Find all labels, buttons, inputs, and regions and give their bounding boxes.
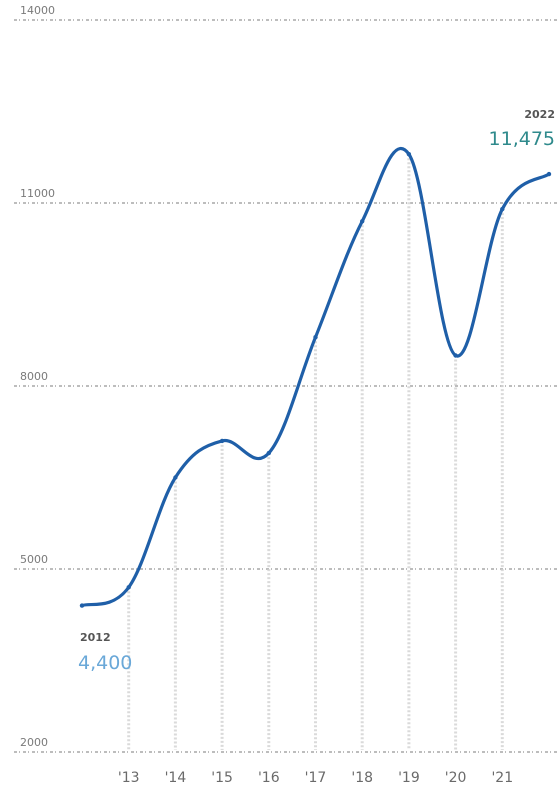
data-point-2015: [219, 438, 225, 444]
y-tick-label: 11000: [20, 187, 55, 200]
data-point-2020: [453, 353, 458, 358]
x-tick-label: '21: [491, 770, 513, 786]
x-tick-label: '14: [165, 770, 187, 786]
x-tick-label: '17: [305, 770, 327, 786]
x-tick-label: '16: [258, 770, 280, 786]
annotations: 2012 4,400 2022 11,475: [78, 108, 555, 674]
end-value-label: 11,475: [489, 128, 555, 150]
y-tick-label: 8000: [20, 370, 48, 383]
y-tick-label: 5000: [20, 553, 48, 566]
x-tick-label: '15: [211, 770, 233, 786]
data-point-2014: [173, 475, 178, 480]
y-tick-label: 14000: [20, 4, 55, 17]
x-tick-label: '20: [445, 770, 467, 786]
x-axis-labels: '13 '14 '15 '16 '17 '18 '19 '20 '21: [118, 770, 513, 786]
grid-layer: 2000 5000 8000 11000 14000: [14, 4, 557, 753]
drop-lines: [127, 158, 504, 750]
start-year-label: 2012: [80, 631, 111, 644]
series-layer: [79, 146, 552, 608]
data-point-2016: [266, 450, 271, 456]
data-point-2017: [313, 335, 318, 340]
data-point-2019: [406, 152, 412, 157]
data-point-2013: [126, 585, 131, 590]
data-point-2022: [546, 171, 552, 177]
series-line: [80, 146, 551, 608]
x-tick-label: '19: [398, 770, 420, 786]
y-tick-label: 2000: [20, 736, 48, 749]
end-year-label: 2022: [524, 108, 555, 121]
start-value-label: 4,400: [78, 652, 132, 674]
data-point-2012: [79, 603, 85, 608]
data-point-2021: [500, 206, 505, 212]
x-tick-label: '13: [118, 770, 140, 786]
x-tick-label: '18: [351, 770, 373, 786]
data-point-2018: [360, 219, 365, 224]
